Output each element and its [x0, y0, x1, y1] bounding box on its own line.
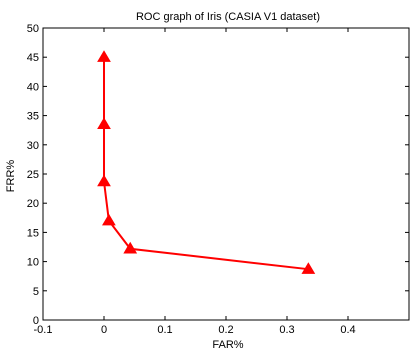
y-tick-label: 35 — [27, 111, 39, 123]
y-tick-label: 10 — [27, 257, 39, 269]
data-point-marker — [102, 213, 116, 226]
x-tick-label: 0.3 — [279, 324, 294, 336]
data-point-marker — [97, 117, 111, 130]
x-axis-label: FAR% — [212, 339, 243, 351]
y-tick-label: 20 — [27, 198, 39, 210]
y-tick-label: 45 — [27, 52, 39, 64]
y-tick-label: 50 — [27, 23, 39, 35]
y-axis-label: FRR% — [5, 160, 17, 193]
y-tick-label: 40 — [27, 81, 39, 93]
y-tick-label: 0 — [33, 315, 39, 327]
data-point-marker — [123, 241, 138, 254]
x-tick-label: 0.1 — [157, 324, 172, 336]
y-tick-label: 5 — [33, 286, 39, 298]
data-point-marker — [97, 50, 111, 62]
plot-area-frame — [42, 27, 410, 321]
x-tick-label: 0.4 — [340, 324, 355, 336]
y-tick-label: 30 — [27, 140, 39, 152]
data-point-marker — [97, 174, 111, 187]
x-tick-label: 0 — [101, 324, 107, 336]
y-tick-label: 15 — [27, 227, 39, 239]
series-line — [103, 57, 309, 271]
data-point-marker — [301, 262, 316, 274]
x-tick-label: 0.2 — [218, 324, 233, 336]
chart-title: ROC graph of Iris (CASIA V1 dataset) — [136, 11, 320, 23]
x-tick-label: -0.1 — [34, 324, 53, 336]
y-tick-label: 25 — [27, 169, 39, 181]
